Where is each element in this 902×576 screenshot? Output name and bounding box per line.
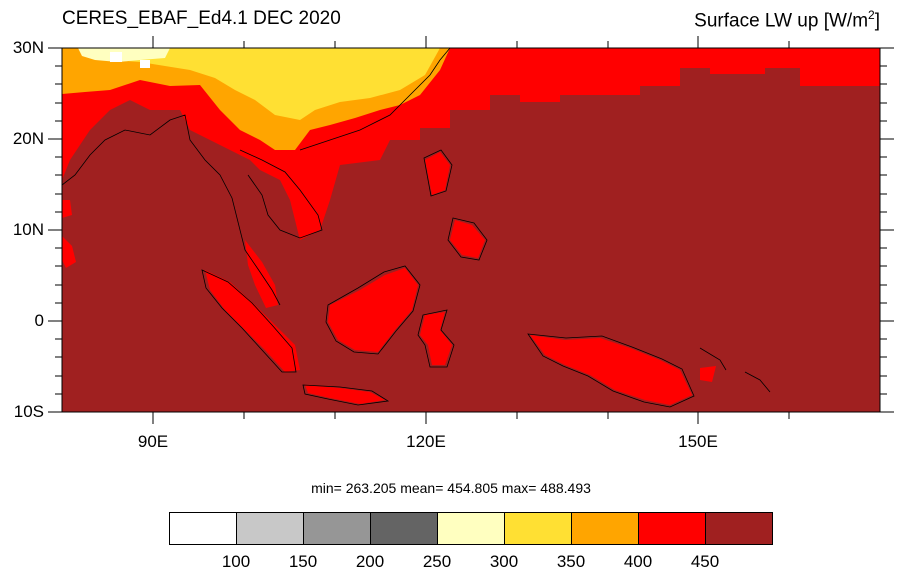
light-yellow-field xyxy=(78,48,170,62)
colorbar-label: 350 xyxy=(556,552,586,571)
colorbar-swatch xyxy=(236,512,304,545)
lon-label: 120E xyxy=(406,432,446,451)
sulawesi-field xyxy=(420,312,452,365)
lat-label: 30N xyxy=(12,38,44,57)
colorbar-swatch xyxy=(638,512,706,545)
map-title: CERES_EBAF_Ed4.1 DEC 2020 xyxy=(62,8,341,29)
lat-label: 0 xyxy=(34,311,44,330)
map-panel xyxy=(48,36,894,424)
variable-title-main: Surface LW up [W/m xyxy=(694,10,869,32)
colorbar-swatch xyxy=(504,512,572,545)
coastlines xyxy=(62,48,771,408)
lon-label: 150E xyxy=(678,432,718,451)
colorbar-label: 300 xyxy=(489,552,519,571)
colorbar-label: 100 xyxy=(221,552,251,571)
axis-ticks xyxy=(48,36,894,424)
variable-title-end: ] xyxy=(874,10,880,32)
colorbar-label: 150 xyxy=(288,552,318,571)
lat-label: 10S xyxy=(13,402,44,421)
java-field xyxy=(305,385,385,404)
minor-ticks xyxy=(55,41,887,419)
stats-line: min= 263.205 mean= 454.805 max= 488.493 xyxy=(311,480,591,496)
borneo-field xyxy=(328,268,418,352)
colorbar-label: 400 xyxy=(623,552,653,571)
new-guinea-field xyxy=(530,335,692,405)
colorbar-label: 450 xyxy=(690,552,720,571)
colorbar-label: 200 xyxy=(355,552,385,571)
philippines-field xyxy=(425,152,450,195)
colorbar-swatch xyxy=(303,512,371,545)
variable-title-exponent: 2 xyxy=(868,8,875,22)
sri-lanka-field xyxy=(62,236,76,268)
colorbar-swatch xyxy=(169,512,237,545)
colorbar-swatch xyxy=(571,512,639,545)
colorbar-label: 250 xyxy=(422,552,452,571)
colorbar-swatch xyxy=(705,512,773,545)
sumatra-field xyxy=(205,270,300,372)
new-guinea-field xyxy=(700,366,716,382)
yellow-band-field xyxy=(95,48,440,120)
lat-label: 20N xyxy=(12,129,44,148)
lat-label: 10N xyxy=(12,220,44,239)
colorbar-swatch xyxy=(437,512,505,545)
cold-patch xyxy=(140,60,150,68)
colorbar-swatch xyxy=(370,512,438,545)
india-field xyxy=(62,200,72,218)
philippines-field xyxy=(450,220,485,258)
lon-label: 90E xyxy=(137,432,169,451)
cold-patch xyxy=(110,52,122,62)
variable-title: Surface LW up [W/m2] xyxy=(694,8,880,32)
